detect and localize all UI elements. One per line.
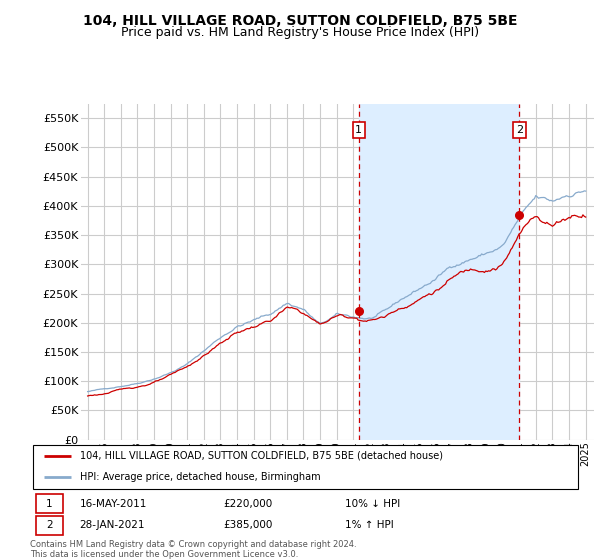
Text: 10% ↓ HPI: 10% ↓ HPI <box>344 499 400 509</box>
FancyBboxPatch shape <box>33 445 578 489</box>
Text: 1: 1 <box>46 499 53 509</box>
Text: 104, HILL VILLAGE ROAD, SUTTON COLDFIELD, B75 5BE (detached house): 104, HILL VILLAGE ROAD, SUTTON COLDFIELD… <box>80 451 443 460</box>
Text: 104, HILL VILLAGE ROAD, SUTTON COLDFIELD, B75 5BE: 104, HILL VILLAGE ROAD, SUTTON COLDFIELD… <box>83 14 517 28</box>
Text: HPI: Average price, detached house, Birmingham: HPI: Average price, detached house, Birm… <box>80 472 320 482</box>
Text: £220,000: £220,000 <box>223 499 272 509</box>
Text: 2: 2 <box>516 125 523 135</box>
Text: £385,000: £385,000 <box>223 520 272 530</box>
Text: 1% ↑ HPI: 1% ↑ HPI <box>344 520 394 530</box>
Bar <box>359 104 519 440</box>
Text: Price paid vs. HM Land Registry's House Price Index (HPI): Price paid vs. HM Land Registry's House … <box>121 26 479 39</box>
Text: 1: 1 <box>355 125 362 135</box>
FancyBboxPatch shape <box>35 494 63 514</box>
Text: 16-MAY-2011: 16-MAY-2011 <box>80 499 147 509</box>
Text: 2: 2 <box>46 520 53 530</box>
Text: Contains HM Land Registry data © Crown copyright and database right 2024.
This d: Contains HM Land Registry data © Crown c… <box>30 540 356 559</box>
FancyBboxPatch shape <box>35 516 63 535</box>
Text: 28-JAN-2021: 28-JAN-2021 <box>80 520 145 530</box>
